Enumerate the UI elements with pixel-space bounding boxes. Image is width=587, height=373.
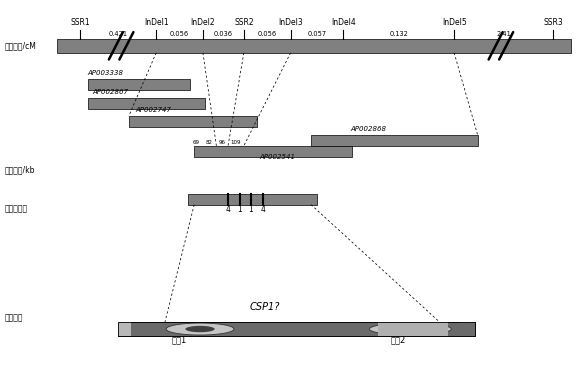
Text: 1: 1 <box>237 205 242 214</box>
Bar <box>460 322 475 336</box>
Text: 109: 109 <box>231 140 241 145</box>
Text: 差因2: 差因2 <box>391 335 406 344</box>
Bar <box>118 322 475 336</box>
Text: AP002868: AP002868 <box>351 126 387 132</box>
Text: 69: 69 <box>193 140 200 145</box>
Text: 4: 4 <box>225 205 231 214</box>
Text: 0.057: 0.057 <box>308 31 326 37</box>
Bar <box>188 194 317 205</box>
Text: 1: 1 <box>248 205 253 214</box>
Text: 0.132: 0.132 <box>389 31 408 37</box>
Polygon shape <box>369 323 451 335</box>
Polygon shape <box>185 326 215 332</box>
Text: 交换植株数: 交换植株数 <box>4 204 28 213</box>
Polygon shape <box>394 326 427 332</box>
Text: InDel3: InDel3 <box>278 18 303 27</box>
Text: 基因预测: 基因预测 <box>4 313 23 322</box>
Text: 96: 96 <box>219 140 226 145</box>
Text: 标记位置/kb: 标记位置/kb <box>4 165 35 174</box>
Text: 0.421: 0.421 <box>109 31 128 37</box>
Text: 0.056: 0.056 <box>170 31 189 37</box>
Bar <box>129 116 257 127</box>
Text: SSR1: SSR1 <box>70 18 90 27</box>
Polygon shape <box>166 323 234 335</box>
Text: SSR2: SSR2 <box>234 18 254 27</box>
Text: CSP1?: CSP1? <box>249 302 279 311</box>
Text: InDel1: InDel1 <box>144 18 168 27</box>
Text: AP003338: AP003338 <box>88 70 124 76</box>
Text: InDel5: InDel5 <box>442 18 467 27</box>
Bar <box>118 322 475 336</box>
Text: 0.056: 0.056 <box>258 31 277 37</box>
Text: 2.41: 2.41 <box>497 31 511 37</box>
Text: 4: 4 <box>261 205 265 214</box>
Bar <box>88 98 205 109</box>
Text: 遍传距离/cM: 遍传距离/cM <box>4 41 36 50</box>
Bar <box>57 39 571 53</box>
Text: AP002541: AP002541 <box>259 154 296 160</box>
Text: AP002747: AP002747 <box>136 107 172 113</box>
Text: InDel4: InDel4 <box>331 18 356 27</box>
Text: 0.036: 0.036 <box>214 31 233 37</box>
Text: InDel2: InDel2 <box>191 18 215 27</box>
Text: 差因1: 差因1 <box>172 335 187 344</box>
Bar <box>311 135 478 146</box>
Text: AP002867: AP002867 <box>92 89 128 95</box>
Bar <box>118 322 131 336</box>
Bar <box>378 322 448 336</box>
Text: SSR3: SSR3 <box>544 18 564 27</box>
Bar <box>88 79 190 90</box>
Bar <box>194 146 352 157</box>
Text: 82: 82 <box>205 140 212 145</box>
